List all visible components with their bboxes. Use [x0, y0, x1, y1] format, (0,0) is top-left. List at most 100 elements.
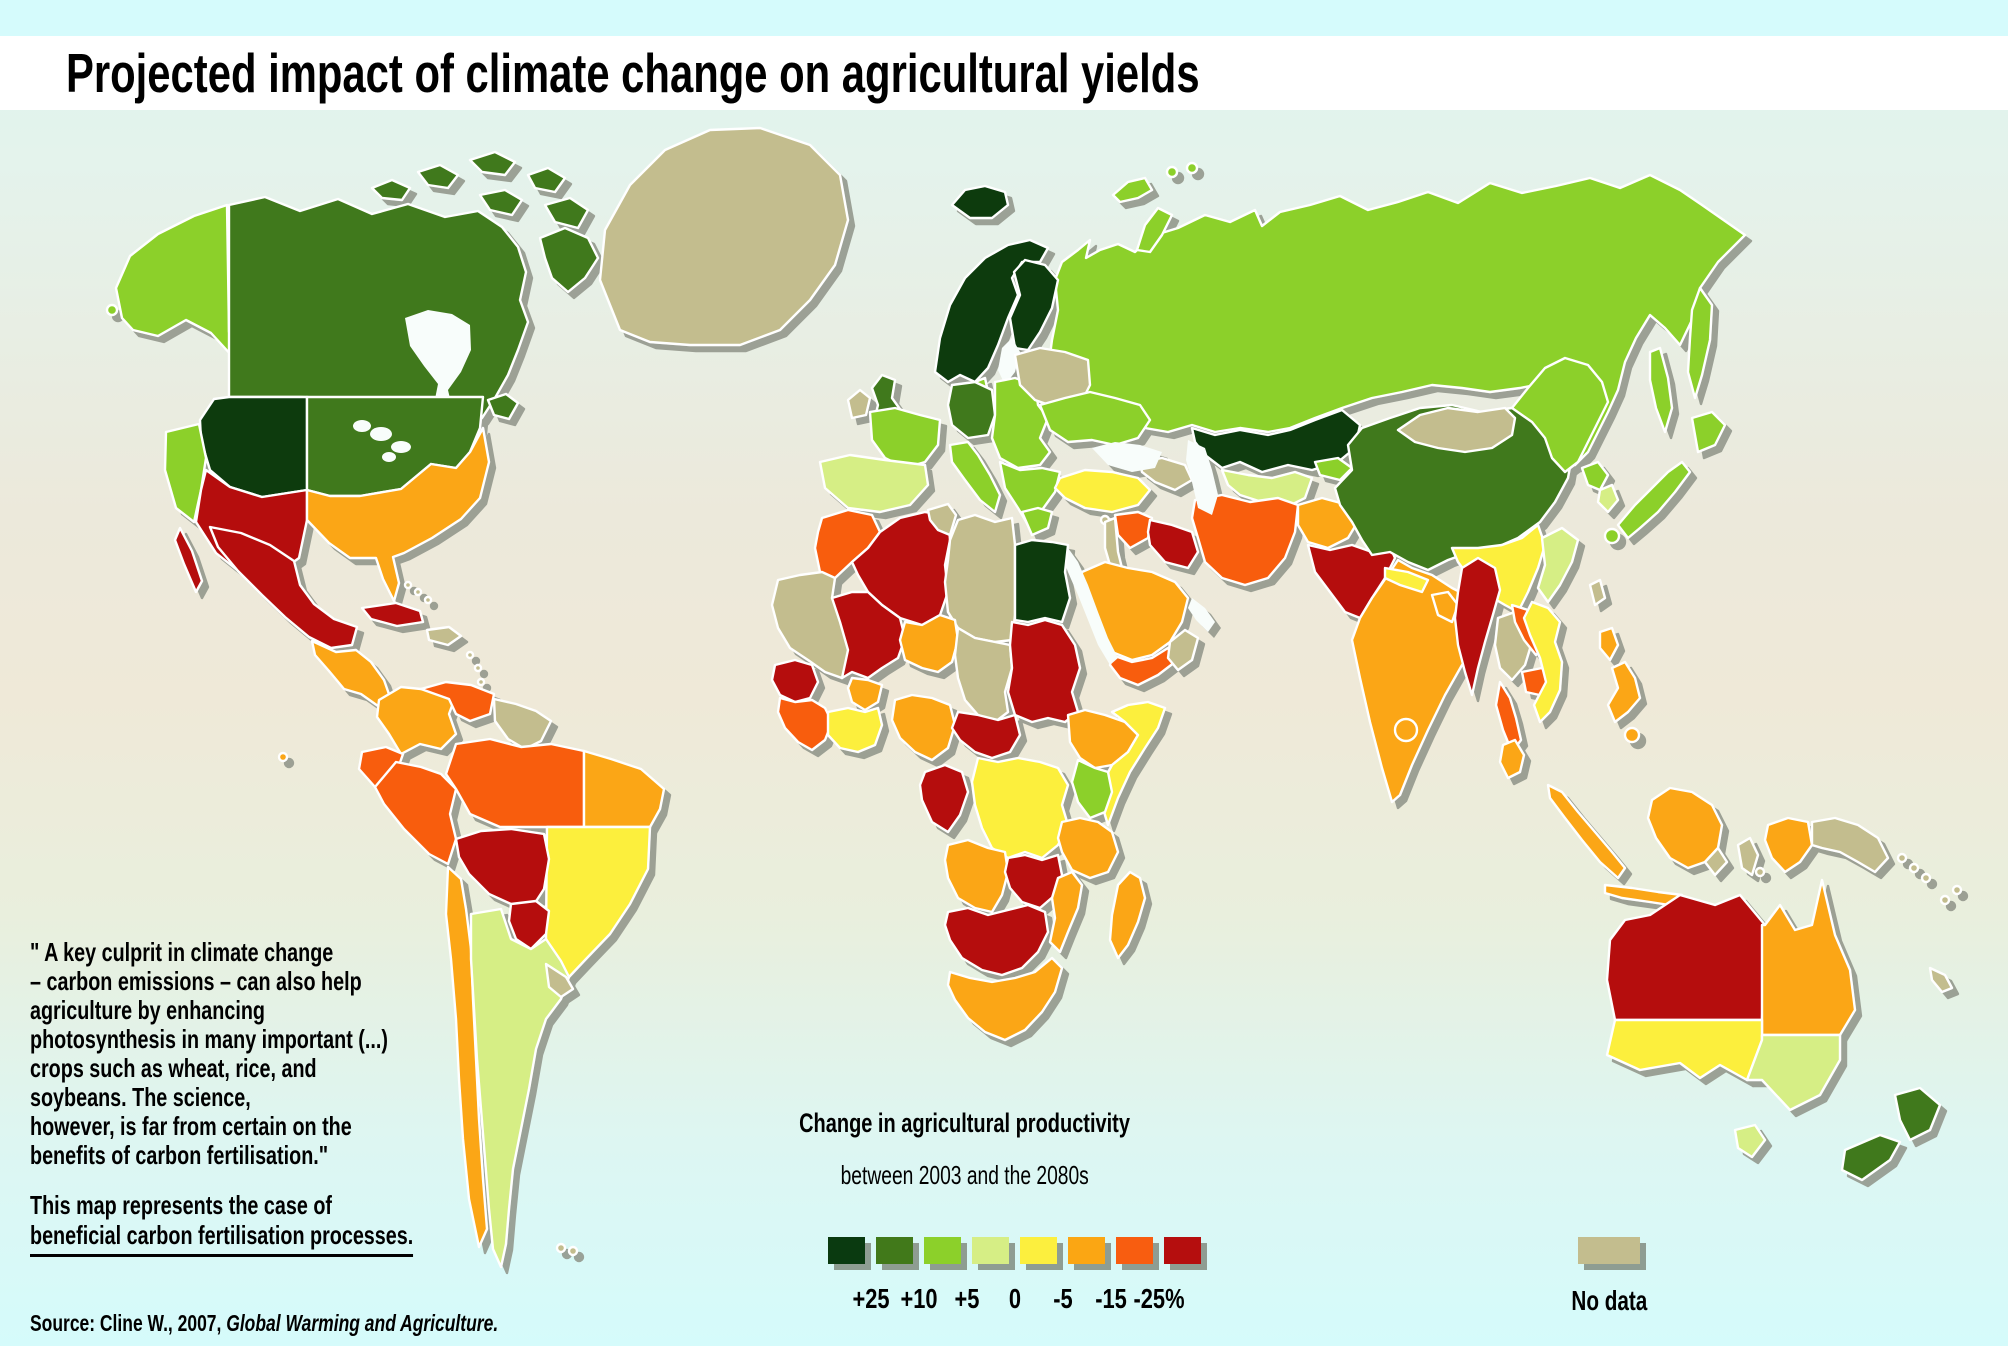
region-brazil-west	[444, 737, 586, 829]
region-venezuela	[419, 680, 496, 723]
region-japan-honshu	[1616, 460, 1692, 540]
region-brazil-east	[582, 749, 666, 829]
quote-text: " A key culprit in climate change – carb…	[30, 938, 501, 1170]
region-bahamas	[403, 580, 433, 605]
region-nepal	[1383, 566, 1430, 594]
region-italy	[948, 440, 1002, 514]
no-data-label: No data	[1571, 1285, 1647, 1316]
region-philippines-south	[1606, 660, 1642, 724]
region-gabon-congo	[918, 763, 970, 834]
region-new-guinea-west	[1763, 816, 1814, 874]
source-work: Global Warming and Agriculture.	[226, 1310, 499, 1336]
region-svalbard	[1111, 161, 1199, 204]
quote-line: benefits of carbon fertilisation."	[30, 1140, 329, 1170]
region-balkans	[998, 460, 1062, 527]
legend-swatch-zero_5	[972, 1237, 1009, 1264]
region-niger	[898, 613, 960, 674]
black-sea	[1092, 442, 1162, 472]
hudson-bay	[405, 310, 471, 421]
legend-boundary-labels: +25 +10 +5 0 -5 -15 -25%	[0, 1283, 2008, 1319]
region-novaya-zemlya	[1135, 206, 1174, 254]
region-cameroon-car	[950, 710, 1022, 760]
region-us-southeast	[305, 426, 491, 603]
region-south-africa	[946, 956, 1064, 1042]
region-turkey	[1053, 468, 1152, 514]
region-baja	[173, 526, 204, 594]
legend-boundary-label: +25	[852, 1283, 890, 1314]
region-canadian-arctic	[370, 150, 600, 294]
group-caribbean	[360, 580, 486, 699]
region-burkina-faso	[846, 676, 884, 712]
red-sea	[1062, 548, 1118, 665]
quote-line: soybeans. The science,	[30, 1082, 251, 1112]
great-lakes	[370, 427, 392, 441]
region-mali	[830, 590, 907, 680]
region-hispaniola	[425, 625, 463, 647]
region-sri-lanka	[1393, 717, 1419, 743]
region-australia-northeast	[1760, 878, 1857, 1037]
region-kazakhstan	[1190, 408, 1362, 474]
region-north-korea	[1580, 460, 1610, 492]
region-oman-uae	[1166, 628, 1200, 672]
great-lakes	[353, 420, 371, 432]
region-namibia-botswana-zimbabwe	[943, 903, 1050, 977]
region-algeria	[850, 510, 952, 627]
region-borneo-se	[1703, 846, 1729, 877]
region-newfoundland	[486, 392, 520, 421]
title-band: Projected impact of climate change on ag…	[0, 36, 2008, 110]
region-new-caledonia	[1928, 966, 1954, 994]
legend-swatch-loss_0_5	[1020, 1237, 1057, 1264]
region-sudan	[1006, 618, 1082, 724]
region-kenya	[1070, 758, 1114, 820]
region-germany	[946, 380, 997, 440]
region-myanmar	[1453, 556, 1502, 697]
legend-swatch-gain_5_10	[924, 1237, 961, 1264]
region-bolivia	[454, 827, 551, 911]
region-philippines	[1598, 626, 1620, 662]
region-fiji	[1939, 884, 1963, 906]
note-text: This map represents the case of benefici…	[30, 1190, 534, 1257]
caspian-sea	[1186, 440, 1218, 515]
legend-title: Change in agricultural productivity	[799, 1108, 1131, 1138]
group-east-asia-islands	[1588, 410, 1727, 744]
region-france	[868, 406, 942, 470]
region-china-se-coast	[1536, 526, 1580, 604]
persian-gulf	[1188, 598, 1215, 632]
region-argentina	[469, 907, 571, 1269]
region-iran	[1190, 493, 1300, 587]
group-greenland	[598, 126, 850, 347]
region-mongolia	[1396, 406, 1517, 454]
region-iraq	[1146, 518, 1200, 570]
legend-subtitle: between 2003 and the 2080s	[840, 1160, 1090, 1190]
region-uruguay	[544, 962, 575, 999]
region-australia-southeast	[1745, 1033, 1842, 1112]
region-mexico	[208, 525, 359, 650]
legend-boundary-label: -5	[1053, 1283, 1073, 1314]
legend-swatch-row	[828, 1237, 1201, 1264]
region-finland	[1008, 258, 1060, 352]
group-oceania	[1605, 878, 1963, 1182]
region-nz-north	[1893, 1086, 1942, 1142]
region-nz-south	[1840, 1133, 1902, 1182]
legend-boundary-label: +10	[900, 1283, 938, 1314]
quote-line: agriculture by enhancing	[30, 995, 265, 1025]
legend-boundary-label: -25%	[1133, 1283, 1185, 1314]
legend-boundary-label: 0	[1008, 1283, 1022, 1314]
region-falklands	[555, 1242, 579, 1257]
region-kamchatka	[1686, 286, 1714, 400]
group-south-america	[357, 680, 666, 1269]
region-sakhalin	[1648, 346, 1674, 434]
region-guyanas	[492, 697, 553, 751]
region-australia-northwest	[1605, 893, 1767, 1022]
quote-line: crops such as wheat, rice, and	[30, 1053, 317, 1083]
quote-line: – carbon emissions – can also help	[30, 966, 362, 996]
region-ireland	[846, 388, 872, 420]
region-tanzania	[1056, 816, 1120, 880]
region-madagascar	[1108, 870, 1147, 960]
region-tasmania	[1733, 1123, 1767, 1159]
legend-boundary-label: +5	[954, 1283, 980, 1314]
region-philippines-mindanao	[1623, 726, 1641, 744]
region-greenland	[598, 126, 850, 347]
